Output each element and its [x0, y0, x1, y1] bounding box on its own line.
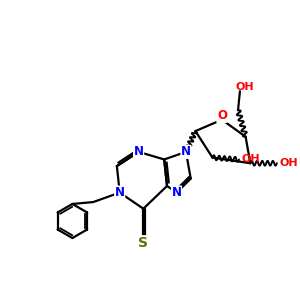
Text: S: S [138, 236, 148, 250]
Text: OH: OH [280, 158, 298, 168]
Text: OH: OH [235, 82, 254, 92]
Text: OH: OH [242, 154, 260, 164]
Text: N: N [172, 186, 182, 199]
Text: N: N [115, 186, 125, 199]
Text: N: N [181, 146, 191, 158]
Text: O: O [217, 110, 227, 122]
Text: N: N [134, 146, 144, 158]
